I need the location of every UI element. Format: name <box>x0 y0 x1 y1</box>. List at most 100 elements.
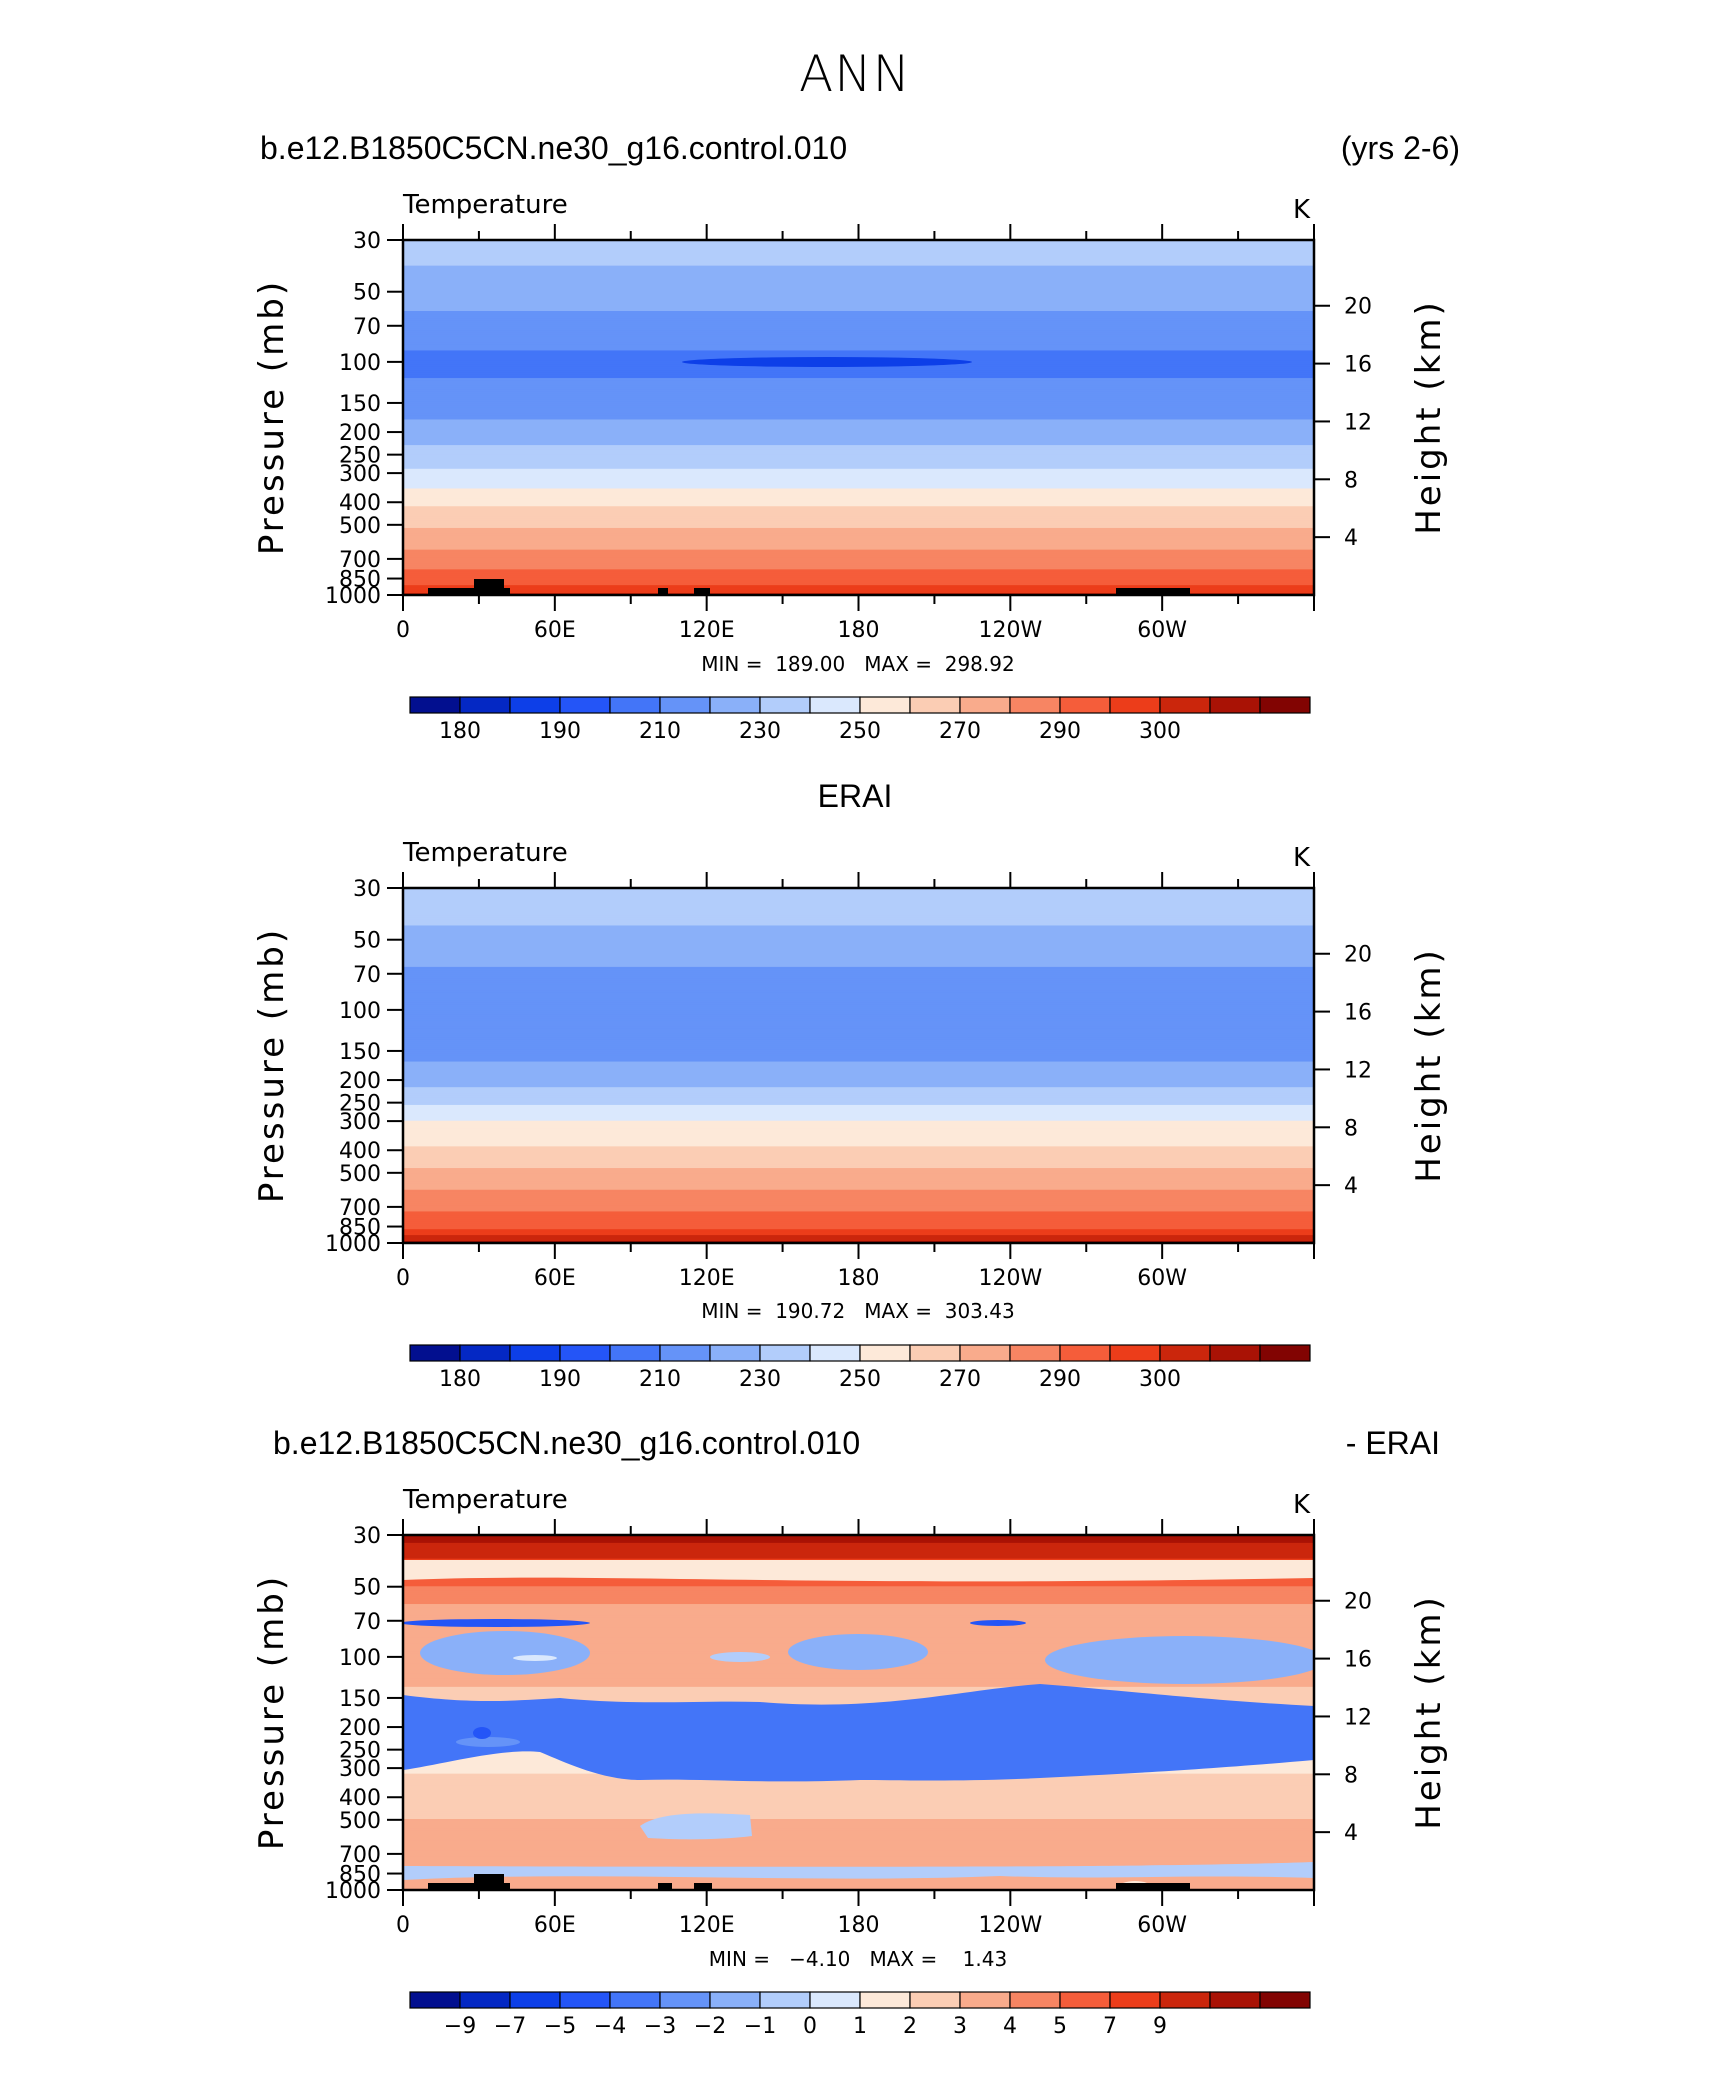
panel3-contour-band <box>403 1813 1314 1816</box>
panel2-contour-band <box>403 925 1314 929</box>
panel1-contour-band <box>403 259 1314 263</box>
panel1-contour-band <box>403 328 1314 332</box>
panel3-contour-band <box>403 1688 1314 1692</box>
height-tick-label: 4 <box>1344 1174 1358 1199</box>
panel3-contour-band <box>403 1677 1314 1680</box>
panel1-contour-band <box>403 541 1314 545</box>
colorbar-box <box>459 1344 511 1362</box>
panel1-contour-band <box>403 334 1314 338</box>
panel1-contour-band <box>403 255 1314 259</box>
panel2-colorbar: 180 190 210 230 250 270 290 300 <box>409 1344 1311 1392</box>
panel1-contour-band <box>403 265 1314 269</box>
panel3-contour-band <box>403 1694 1314 1698</box>
colorbar-box <box>759 1991 811 2009</box>
colorbar-box <box>659 1344 711 1362</box>
panel3-contour-band <box>403 1627 1314 1631</box>
panel3-contour-band <box>403 1878 1314 1881</box>
panel3-contour-band <box>403 1884 1314 1887</box>
panel1-contour-band <box>403 340 1314 344</box>
panel3-topography <box>428 1874 1190 1890</box>
panel1-contour-band <box>403 482 1314 486</box>
panel1-contour-band <box>403 253 1314 257</box>
panel1-contour-band <box>403 563 1314 567</box>
panel3-contour-band <box>403 1789 1314 1792</box>
panel2-contour-band <box>403 1095 1314 1098</box>
panel1-contour-band <box>403 581 1314 584</box>
panel1-contour-band <box>403 336 1314 340</box>
panel3-contour-band <box>403 1820 1314 1824</box>
panel1-contour-band <box>403 275 1314 279</box>
panel3-contour-band <box>403 1604 1314 1607</box>
panel1-contour-band <box>403 279 1314 283</box>
pressure-tick-label: 30 <box>353 229 381 254</box>
panel-model: Temperature K 30507010015020025030040050… <box>252 190 1449 744</box>
panel3-contour-band <box>403 1606 1314 1609</box>
panel1-contour-band <box>403 405 1314 409</box>
panel2-contour-band <box>403 1004 1314 1007</box>
colorbar-box <box>659 696 711 714</box>
panel2-contour-band <box>403 1170 1314 1173</box>
panel1-longitude-axis: 0 60E 120E 180 120W 60W <box>396 224 1315 643</box>
panel2-contour-band <box>403 889 1314 893</box>
panel1-contour-band <box>403 383 1314 387</box>
pressure-tick-label: 70 <box>353 315 381 340</box>
panel2-contour-band <box>403 970 1314 974</box>
panel3-contour-band <box>403 1558 1314 1562</box>
colorbar-label: −5 <box>544 2014 576 2039</box>
panel1-contour-band <box>403 480 1314 484</box>
pressure-tick-label: 700 <box>339 1196 381 1221</box>
colorbar-box <box>1259 696 1311 714</box>
panel2-contour-band <box>403 1217 1314 1220</box>
panel3-contour-band <box>403 1698 1314 1702</box>
panel2-contour-band <box>403 1104 1314 1108</box>
panel3-contour-band <box>403 1856 1314 1860</box>
panel2-contour-band <box>403 1039 1314 1043</box>
pressure-tick-label: 250 <box>339 1092 381 1117</box>
panel1-contour-band <box>403 249 1314 253</box>
colorbar-box <box>559 696 611 714</box>
colorbar-label: 5 <box>1053 2014 1067 2039</box>
colorbar-label: 2 <box>903 2014 917 2039</box>
panel1-contour-band <box>403 585 1314 588</box>
panel1-contour-band <box>403 437 1314 440</box>
panel1-contour-band <box>403 498 1314 501</box>
panel3-contour-band <box>403 1535 1314 1538</box>
panel2-contour-band <box>403 1215 1314 1218</box>
panel3-contour-band <box>403 1886 1314 1889</box>
panel2-contour-band <box>403 915 1314 919</box>
panel3-contour-field <box>403 1535 1314 1890</box>
panel2-contour-band <box>403 913 1314 917</box>
panel3-contour-band <box>403 1805 1314 1808</box>
panel2-contour-band <box>403 1209 1314 1213</box>
panel1-contour-band <box>403 342 1314 346</box>
panel1-contour-band <box>403 385 1314 389</box>
panel2-contour-band <box>403 964 1314 968</box>
panel3-contour-band <box>403 1536 1314 1540</box>
panel3-height-axis: 20 16 12 8 4 <box>1314 1590 1372 1846</box>
panel3-contour-band <box>403 1602 1314 1605</box>
pressure-tick-label: 300 <box>339 462 381 487</box>
panel2-contour-band <box>403 1057 1314 1061</box>
colorbar-box <box>1059 696 1111 714</box>
colorbar-label: 4 <box>1003 2014 1017 2039</box>
panel2-variable-title: Temperature <box>402 838 568 868</box>
panel1-contour-band <box>403 243 1314 247</box>
panel1-contour-band <box>403 370 1314 373</box>
panel1-contour-band <box>403 289 1314 292</box>
panel2-contour-band <box>403 1118 1314 1122</box>
panel2-contour-band <box>403 1079 1314 1082</box>
panel2-contour-band <box>403 1199 1314 1203</box>
panel3-contour-band <box>403 1860 1314 1863</box>
colorbar-box <box>1259 1344 1311 1362</box>
colorbar-label: −3 <box>644 2014 676 2039</box>
colorbar-label: −9 <box>444 2014 476 2039</box>
panel2-contour-band <box>403 1185 1314 1189</box>
colorbar-label: 180 <box>439 1367 481 1392</box>
panel1-contour-band <box>403 309 1314 312</box>
panel3-cold-streak-b <box>970 1620 1026 1626</box>
pressure-tick-label: 850 <box>339 568 381 593</box>
panel2-contour-band <box>403 1177 1314 1181</box>
panel1-contour-band <box>403 561 1314 565</box>
panel3-contour-band <box>403 1669 1314 1672</box>
panel1-contour-band <box>403 522 1314 525</box>
